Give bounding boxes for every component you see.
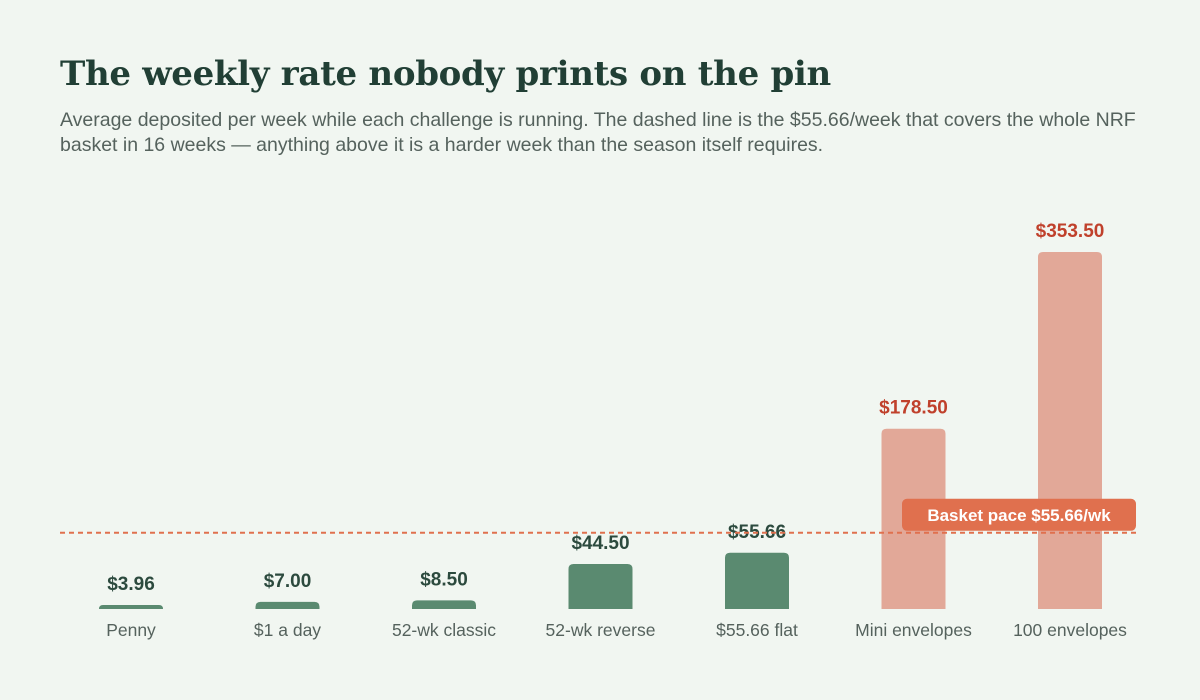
reference-label: Basket pace $55.66/wk — [927, 506, 1111, 525]
bar — [568, 564, 633, 609]
bar — [412, 600, 476, 609]
category-label: 100 envelopes — [1013, 620, 1127, 640]
bar — [99, 605, 163, 609]
bar — [255, 601, 320, 609]
chart-title: The weekly rate nobody prints on the pin — [60, 54, 831, 94]
value-label: $3.96 — [107, 574, 155, 595]
value-label: $353.50 — [1036, 221, 1105, 242]
bars-group: $3.96 Penny $7.00 $1 a day $8.50 52-wk classi… — [99, 221, 1127, 640]
bar — [725, 552, 789, 609]
category-label: Penny — [106, 620, 156, 640]
bar — [1038, 252, 1102, 609]
value-label: $44.50 — [571, 533, 629, 554]
value-label: $7.00 — [264, 571, 312, 592]
category-label: Mini envelopes — [855, 620, 972, 640]
category-label: 52-wk classic — [392, 620, 496, 640]
chart-subtitle: Average deposited per week while each ch… — [60, 109, 1136, 156]
category-label: $55.66 flat — [716, 620, 798, 640]
value-label: $178.50 — [879, 398, 948, 419]
value-label: $8.50 — [420, 569, 468, 590]
category-label: 52-wk reverse — [546, 620, 656, 640]
reference-label-badge — [902, 498, 1136, 531]
category-label: $1 a day — [254, 620, 321, 640]
